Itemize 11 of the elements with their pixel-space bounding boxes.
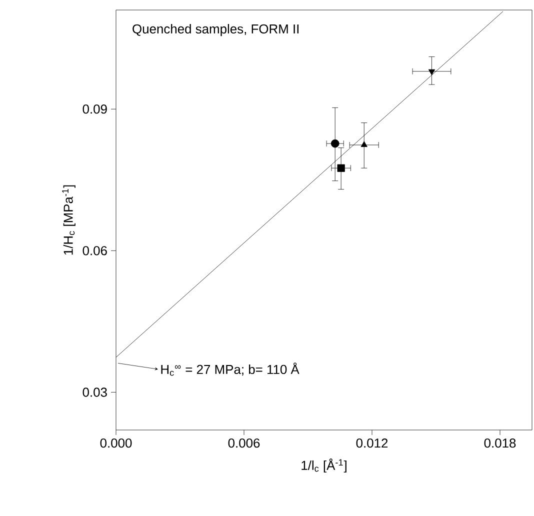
x-tick-label: 0.000 bbox=[100, 438, 132, 448]
annotation: H$_{c}$$^{∞}$ = 27 MPa; b= 110 Å bbox=[161, 362, 300, 376]
y-tick-label: 0.06 bbox=[82, 246, 107, 256]
y-tick-label: 0.03 bbox=[82, 388, 107, 397]
y-tick-label: 0.09 bbox=[82, 104, 107, 114]
x-tick-label: 0.018 bbox=[484, 438, 516, 448]
y-axis-title: 1/H$_{c}$ [MPa$^{-1}$] bbox=[62, 185, 76, 255]
x-tick-label: 0.012 bbox=[356, 438, 388, 448]
x-axis-title: 1/l$_{c}$ [Å$^{-1}$] bbox=[302, 458, 346, 473]
x-tick-label: 0.006 bbox=[228, 438, 260, 448]
annotation: Quenched samples, FORM II bbox=[132, 24, 298, 36]
